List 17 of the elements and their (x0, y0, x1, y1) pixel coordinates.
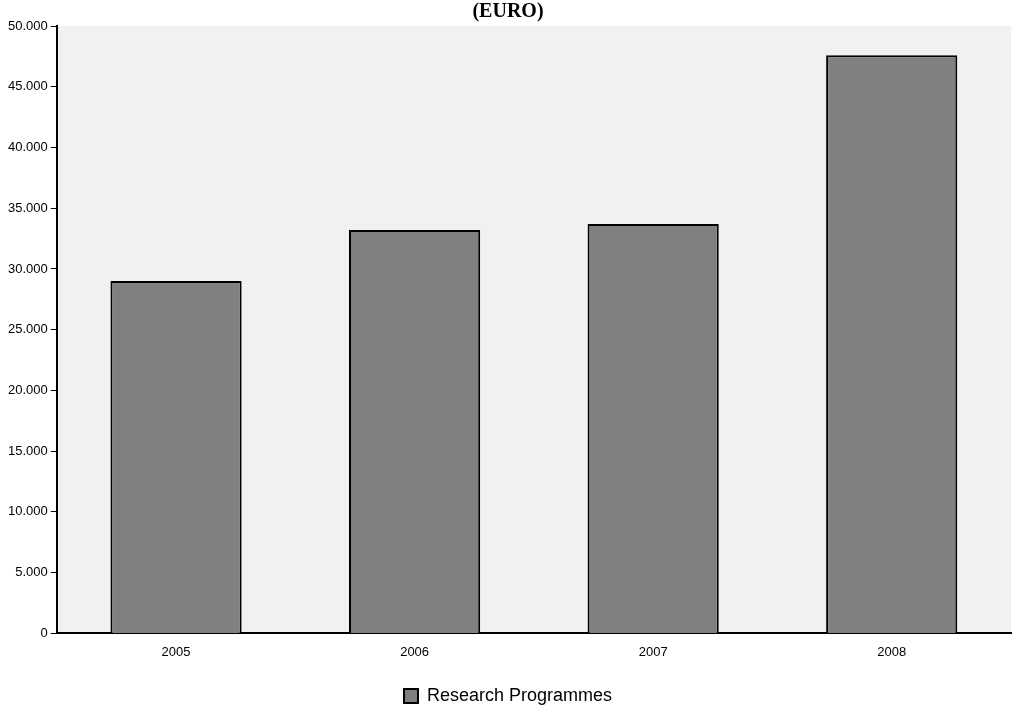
y-tick-label: 15.000 (8, 442, 48, 458)
y-tick-label: 30.000 (8, 260, 48, 276)
y-tick-label: 20.000 (8, 382, 48, 398)
chart-title: (EURO) (472, 0, 544, 23)
x-tick-label: 2005 (161, 643, 191, 659)
y-tick-label: 50.000 (8, 17, 48, 33)
x-tick-label: 2007 (638, 643, 668, 659)
y-tick-label: 35.000 (8, 199, 48, 215)
y-tick-label: 10.000 (8, 503, 48, 519)
y-tick-label: 25.000 (8, 321, 48, 337)
x-tick-label: 2008 (877, 643, 907, 659)
x-tick-label: 2006 (400, 643, 430, 659)
legend-label: Research Programmes (426, 684, 613, 705)
y-tick-label: 5.000 (15, 564, 48, 580)
y-tick-label: 45.000 (8, 78, 48, 94)
y-tick-label: 40.000 (8, 139, 48, 155)
y-tick-label: 0 (40, 624, 48, 640)
